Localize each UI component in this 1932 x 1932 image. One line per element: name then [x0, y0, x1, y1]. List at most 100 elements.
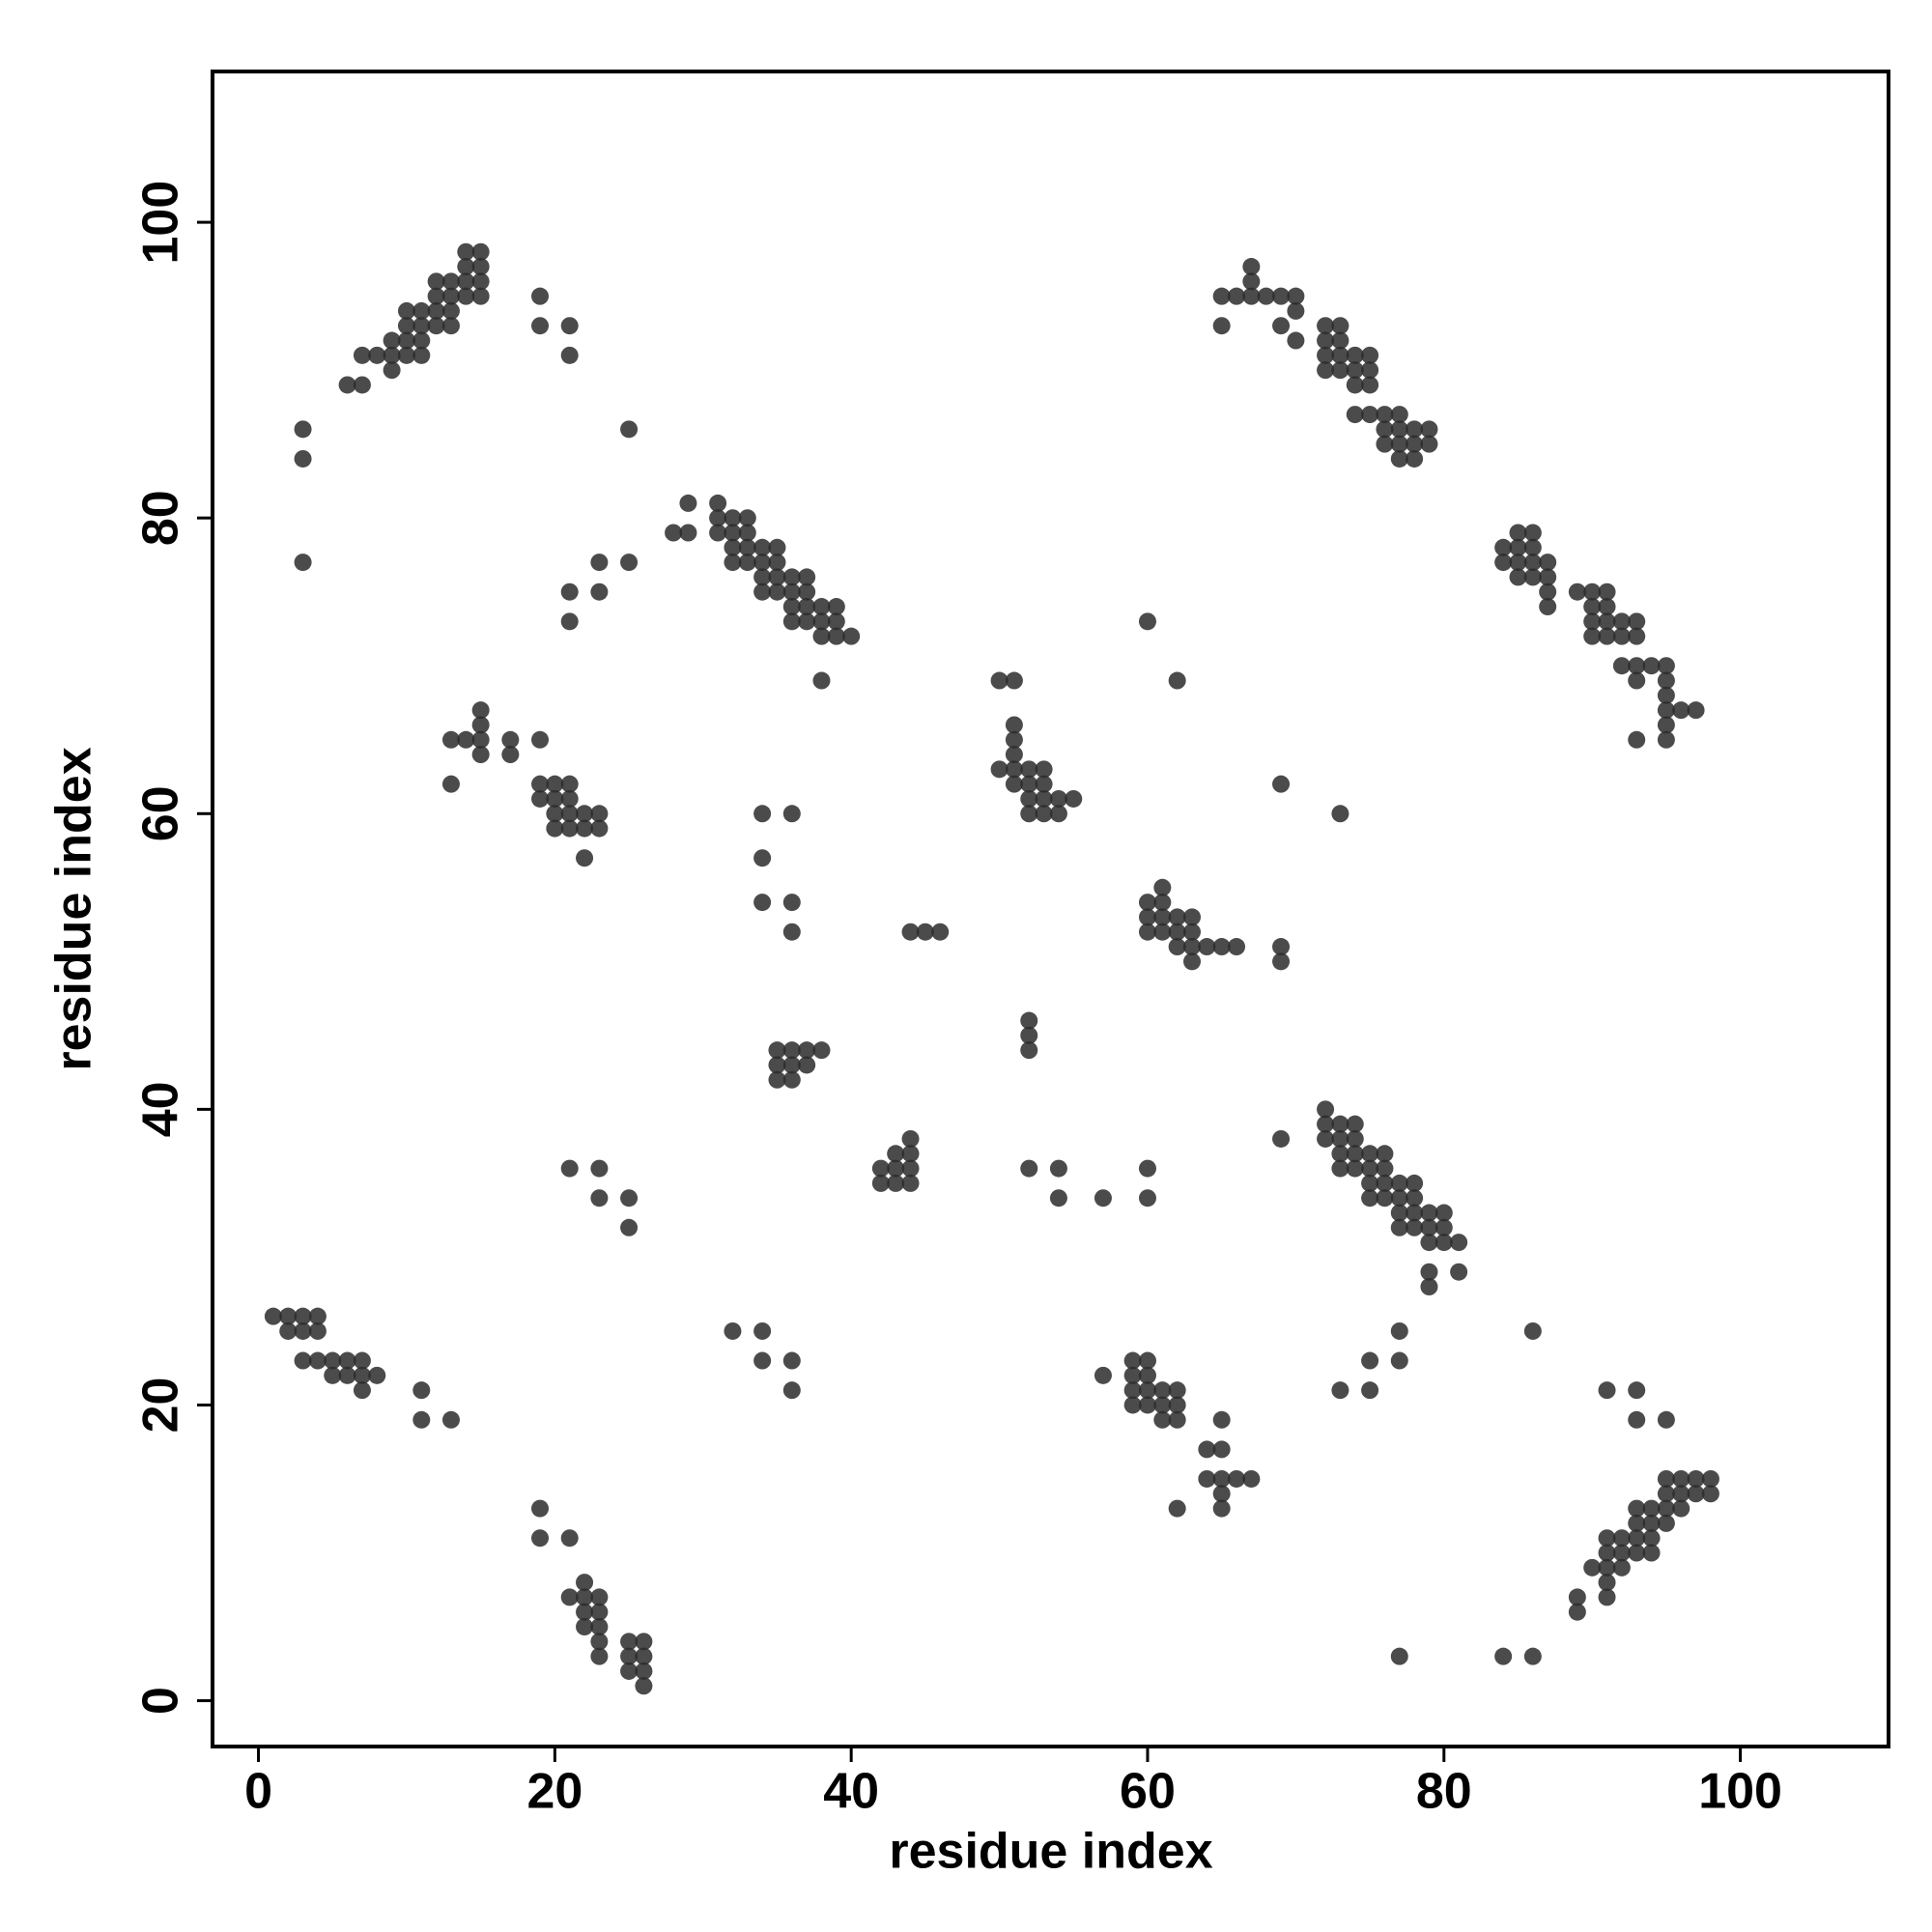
point [1406, 1204, 1424, 1222]
point [1035, 775, 1053, 793]
point [1361, 346, 1379, 364]
point [1435, 1218, 1453, 1236]
point [1361, 376, 1379, 394]
point [590, 1588, 609, 1606]
point [546, 819, 564, 838]
point [753, 805, 772, 823]
point [1020, 1011, 1038, 1030]
point [1642, 1499, 1661, 1518]
point [1346, 1145, 1364, 1163]
point [1183, 923, 1202, 941]
point [1376, 406, 1394, 424]
point [1317, 331, 1335, 350]
point [753, 554, 772, 572]
point [590, 554, 609, 572]
point [560, 789, 579, 808]
point [1657, 730, 1675, 749]
point [1583, 627, 1602, 645]
point [709, 524, 727, 542]
point [308, 1351, 327, 1370]
point [753, 568, 772, 586]
point [1331, 1115, 1350, 1133]
point [768, 554, 786, 572]
point [471, 730, 490, 749]
point [412, 1410, 431, 1429]
point [353, 1351, 371, 1370]
point [1657, 686, 1675, 704]
point [1435, 1204, 1453, 1222]
point [412, 301, 431, 320]
point [457, 730, 475, 749]
point [1153, 923, 1172, 941]
point [887, 1159, 905, 1178]
point [427, 301, 445, 320]
point [1390, 406, 1408, 424]
point [1272, 938, 1291, 956]
point [871, 1174, 890, 1192]
point [294, 1321, 312, 1340]
point [1020, 789, 1038, 808]
point [768, 1070, 786, 1089]
point [798, 1056, 816, 1074]
point [531, 775, 550, 793]
point [457, 287, 475, 305]
point [560, 612, 579, 631]
point [308, 1321, 327, 1340]
point [1123, 1366, 1142, 1384]
point [1212, 1410, 1231, 1429]
point [1657, 1485, 1675, 1503]
point [1523, 568, 1542, 586]
point [1628, 627, 1646, 645]
point [1153, 894, 1172, 912]
point [1272, 952, 1291, 971]
y-tick-label: 80 [133, 490, 189, 546]
point [1494, 554, 1513, 572]
point [1612, 612, 1631, 631]
point [338, 1351, 356, 1370]
point [782, 894, 801, 912]
point [576, 1588, 594, 1606]
point [753, 1351, 772, 1370]
point [546, 789, 564, 808]
point [1406, 1218, 1424, 1236]
point [1138, 1396, 1156, 1414]
point [1168, 1396, 1186, 1414]
point [576, 1618, 594, 1636]
x-tick-label: 40 [823, 1764, 879, 1820]
point [1628, 1381, 1646, 1400]
point [1287, 287, 1305, 305]
point [1376, 1174, 1394, 1192]
point [353, 376, 371, 394]
point [1138, 1159, 1156, 1178]
point [827, 612, 845, 631]
point [1390, 1174, 1408, 1192]
point [1494, 1647, 1513, 1665]
point [1628, 1529, 1646, 1548]
point [1390, 1351, 1408, 1370]
point [560, 819, 579, 838]
point [279, 1307, 298, 1325]
point [1598, 598, 1616, 616]
point [1331, 317, 1350, 335]
point [1123, 1381, 1142, 1400]
point [1183, 908, 1202, 926]
point [1168, 1410, 1186, 1429]
point [560, 346, 579, 364]
point [1598, 612, 1616, 631]
point [1153, 1410, 1172, 1429]
point [798, 612, 816, 631]
point [441, 287, 460, 305]
point [1242, 1469, 1261, 1488]
point [1376, 1159, 1394, 1178]
point [1198, 938, 1216, 956]
point [1420, 420, 1438, 439]
point [753, 1321, 772, 1340]
point [412, 346, 431, 364]
point [1598, 1381, 1616, 1400]
point [1628, 1544, 1646, 1562]
point [782, 582, 801, 601]
point [501, 746, 520, 764]
point [1049, 1189, 1067, 1208]
point [1523, 524, 1542, 542]
point [1672, 1499, 1690, 1518]
